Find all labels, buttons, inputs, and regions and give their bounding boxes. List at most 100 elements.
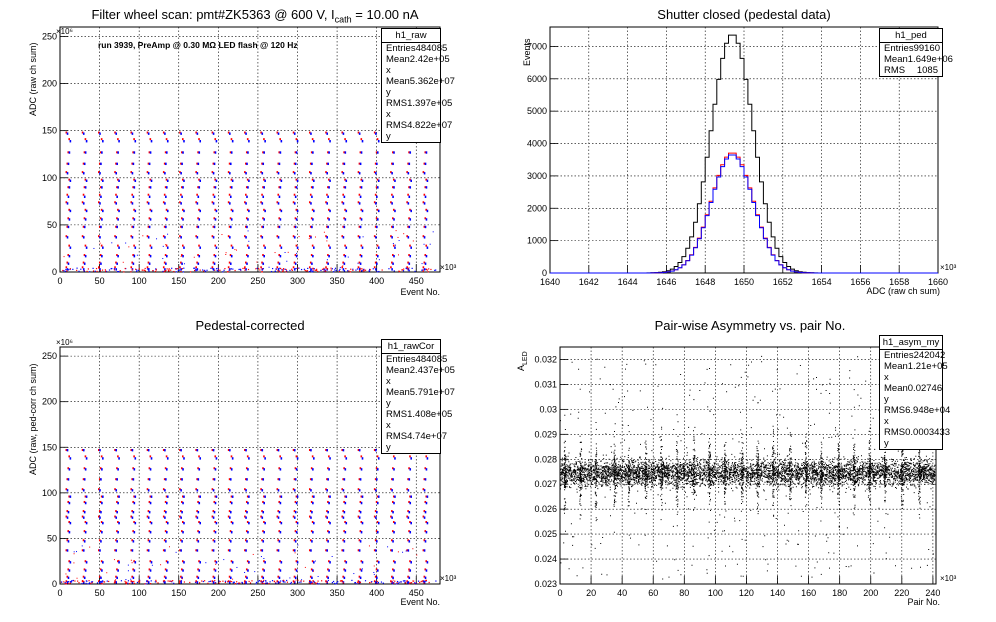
- data-point-red: [164, 186, 167, 189]
- data-point-red: [65, 131, 68, 134]
- data-point: [403, 268, 405, 270]
- data-point-red: [309, 225, 312, 228]
- data-point: [315, 583, 318, 585]
- data-point: [269, 581, 271, 583]
- data-point: [195, 268, 197, 271]
- data-point-red: [262, 568, 264, 571]
- data-point: [324, 268, 326, 270]
- data-point: [177, 269, 179, 272]
- data-point-blue: [345, 495, 348, 498]
- y-tick-label: 0.024: [534, 554, 557, 564]
- data-point-blue: [182, 151, 184, 154]
- data-point-blue: [280, 209, 283, 213]
- data-point: [63, 581, 65, 583]
- data-point: [311, 271, 313, 273]
- x-tick-label: 180: [832, 588, 847, 598]
- data-point-blue: [358, 549, 361, 552]
- data-point-red: [263, 560, 265, 563]
- data-point-red: [214, 178, 217, 181]
- data-point-red: [342, 539, 344, 542]
- data-point-red: [214, 495, 217, 498]
- data-point-blue: [131, 449, 134, 452]
- data-point: [434, 269, 436, 271]
- data-point: [256, 267, 258, 269]
- data-point-blue: [229, 195, 232, 199]
- data-point-blue: [99, 489, 101, 492]
- data-point: [282, 270, 284, 273]
- data-point: [330, 269, 332, 271]
- data-point-blue: [391, 172, 393, 175]
- data-point-blue: [278, 510, 281, 514]
- data-point-blue: [229, 581, 231, 584]
- data-point-blue: [100, 576, 102, 580]
- data-point-red: [133, 455, 135, 458]
- data-point: [167, 233, 169, 235]
- data-point-red: [408, 254, 410, 257]
- data-point-blue: [214, 468, 217, 471]
- data-point-red: [197, 151, 199, 154]
- plot-raw: 0 50 100 150 200 250 300 350 400 4500501001502002…: [42, 26, 441, 286]
- data-point: [317, 575, 319, 577]
- data-point-red: [84, 138, 87, 141]
- data-point-red: [132, 186, 134, 189]
- data-point-blue: [393, 569, 395, 572]
- data-point-red: [406, 235, 408, 238]
- data-point-red: [373, 235, 376, 238]
- data-point-blue: [67, 225, 70, 229]
- data-point-red: [244, 131, 246, 134]
- data-point: [392, 243, 394, 245]
- data-point-blue: [393, 531, 395, 534]
- data-point-blue: [69, 521, 72, 525]
- data-point: [262, 580, 264, 583]
- data-point-red: [294, 186, 297, 189]
- data-point-red: [99, 151, 102, 154]
- data-point-blue: [214, 254, 217, 258]
- data-point: [64, 270, 67, 272]
- data-point: [411, 267, 413, 269]
- data-point: [114, 581, 116, 583]
- data-point-red: [392, 151, 394, 154]
- data-point: [270, 270, 273, 273]
- data-point-red: [244, 235, 246, 238]
- data-point: [425, 580, 427, 582]
- data-point-blue: [165, 225, 167, 229]
- plot-frame: [549, 26, 939, 274]
- data-point-red: [359, 151, 362, 154]
- data-point-blue: [198, 186, 201, 189]
- data-point-red: [196, 539, 198, 542]
- panel-title: Pedestal-corrected: [195, 318, 305, 333]
- data-point-red: [163, 193, 166, 196]
- data-point-blue: [359, 478, 362, 481]
- data-point-red: [116, 530, 118, 533]
- data-point-blue: [248, 179, 250, 182]
- stats-row: Entries 242042: [880, 350, 945, 361]
- data-point-blue: [279, 151, 282, 154]
- data-point-blue: [212, 132, 215, 135]
- data-point-blue: [245, 132, 247, 135]
- data-point: [297, 267, 299, 269]
- data-point: [215, 268, 218, 270]
- data-point: [413, 580, 415, 582]
- data-point-blue: [84, 218, 87, 221]
- data-point-red: [227, 235, 230, 238]
- data-point: [419, 581, 421, 584]
- data-point-blue: [279, 468, 282, 471]
- data-point-red: [261, 162, 263, 165]
- data-point: [402, 551, 404, 553]
- data-point-blue: [147, 449, 150, 452]
- data-point: [125, 579, 127, 581]
- data-point: [339, 270, 341, 273]
- x-tick-label: 400: [369, 276, 384, 286]
- data-point-red: [245, 186, 248, 189]
- data-point-red: [328, 138, 330, 141]
- data-point: [301, 579, 303, 581]
- data-point: [87, 268, 89, 270]
- data-point-blue: [214, 531, 217, 534]
- data-point-red: [100, 208, 103, 211]
- data-point-red: [99, 217, 102, 220]
- data-point-red: [422, 266, 425, 269]
- data-point-red: [165, 138, 168, 141]
- data-point-blue: [149, 531, 152, 534]
- data-point-blue: [327, 478, 329, 481]
- data-point: [359, 270, 361, 272]
